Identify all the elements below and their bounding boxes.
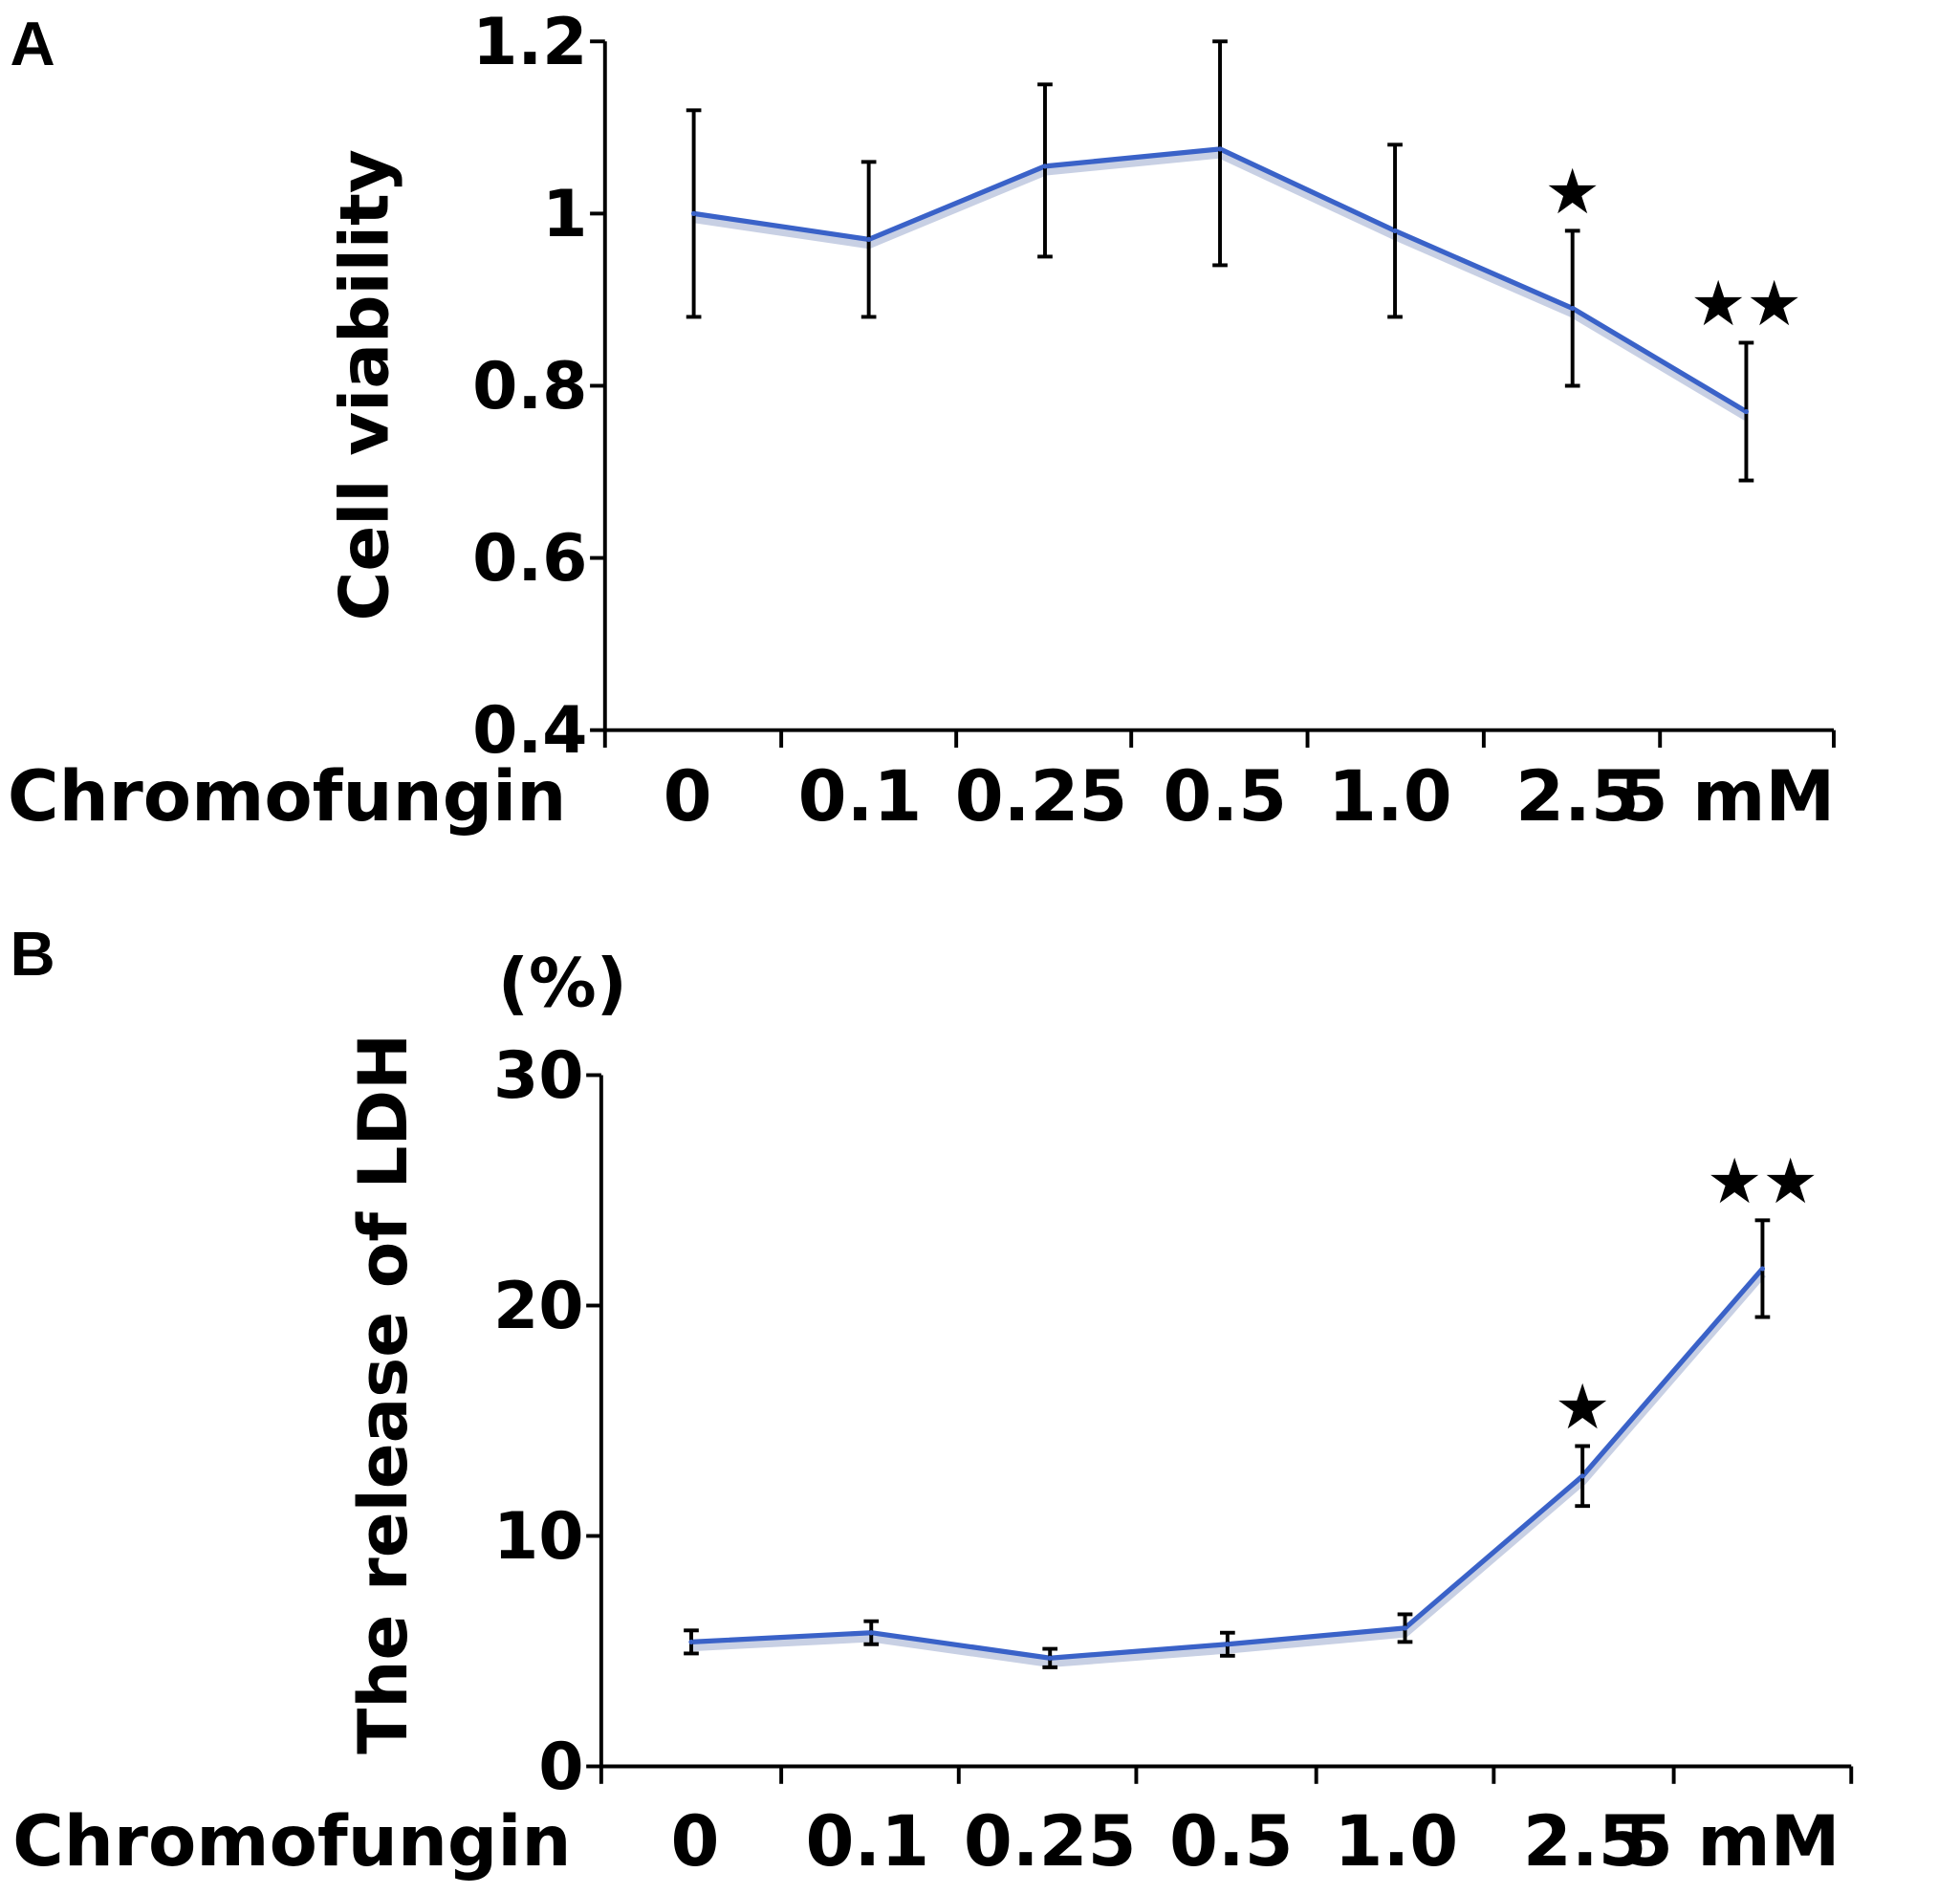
y-unit-label-b: (%) bbox=[498, 944, 627, 1023]
x-axis-label-a: Chromofungin bbox=[8, 756, 566, 838]
data-point bbox=[1217, 146, 1223, 152]
y-tick-label: 1.2 bbox=[472, 5, 587, 80]
chart-a: 0.40.60.811.20 0.1 0.25 0.5 1.0 2.55 mM★★★ bbox=[472, 5, 1836, 838]
data-point bbox=[1743, 408, 1750, 415]
y-tick-label: 10 bbox=[493, 1499, 584, 1575]
significance-marker: ★★ bbox=[1690, 268, 1802, 340]
data-point bbox=[1570, 305, 1576, 312]
x-tick-label: 2.5 bbox=[1515, 756, 1640, 838]
x-tick-label: 2.5 bbox=[1523, 1801, 1647, 1883]
y-tick-label: 1 bbox=[542, 177, 587, 252]
data-point bbox=[866, 236, 872, 243]
significance-marker: ★ bbox=[1555, 1371, 1611, 1444]
panel-label-b: B bbox=[10, 919, 54, 989]
y-tick-label: 0 bbox=[538, 1730, 583, 1805]
x-tick-label: 1.0 bbox=[1335, 1801, 1459, 1883]
panel-label-a: A bbox=[10, 9, 54, 78]
y-tick-label: 30 bbox=[493, 1038, 584, 1114]
x-tick-label: 5 mM bbox=[1624, 1801, 1840, 1883]
data-point bbox=[1042, 163, 1048, 169]
y-axis-label-a: Cell viability bbox=[324, 149, 403, 620]
y-tick-label: 0.4 bbox=[472, 693, 587, 769]
x-tick-label: 0.25 bbox=[955, 756, 1128, 838]
y-tick-label: 20 bbox=[493, 1269, 584, 1344]
x-tick-label: 1.0 bbox=[1328, 756, 1452, 838]
significance-marker: ★ bbox=[1544, 156, 1601, 229]
data-point bbox=[1225, 1642, 1230, 1647]
x-tick-label: 0.1 bbox=[798, 756, 923, 838]
significance-marker: ★★ bbox=[1707, 1145, 1818, 1218]
data-point bbox=[1759, 1266, 1766, 1272]
x-tick-label: 0.25 bbox=[964, 1801, 1137, 1883]
x-axis-label-b: Chromofungin bbox=[12, 1801, 571, 1883]
y-tick-label: 0.8 bbox=[472, 349, 587, 425]
x-tick-label: 0.1 bbox=[805, 1801, 929, 1883]
data-point bbox=[1402, 1625, 1408, 1631]
x-tick-label: 0 bbox=[664, 756, 712, 838]
x-tick-label: 0 bbox=[670, 1801, 719, 1883]
y-axis-label-b: The release of LDH bbox=[343, 1034, 423, 1754]
x-tick-label: 0.5 bbox=[1163, 756, 1287, 838]
data-point bbox=[690, 210, 697, 216]
data-point bbox=[868, 1630, 874, 1636]
y-tick-label: 0.6 bbox=[472, 521, 587, 597]
data-point bbox=[1579, 1473, 1585, 1479]
data-point bbox=[1392, 228, 1398, 234]
data-point bbox=[1047, 1655, 1053, 1661]
series-line-shadow bbox=[690, 1271, 1766, 1668]
x-tick-label: 0.5 bbox=[1169, 1801, 1294, 1883]
x-tick-label: 5 mM bbox=[1620, 756, 1836, 838]
data-point bbox=[688, 1639, 694, 1644]
